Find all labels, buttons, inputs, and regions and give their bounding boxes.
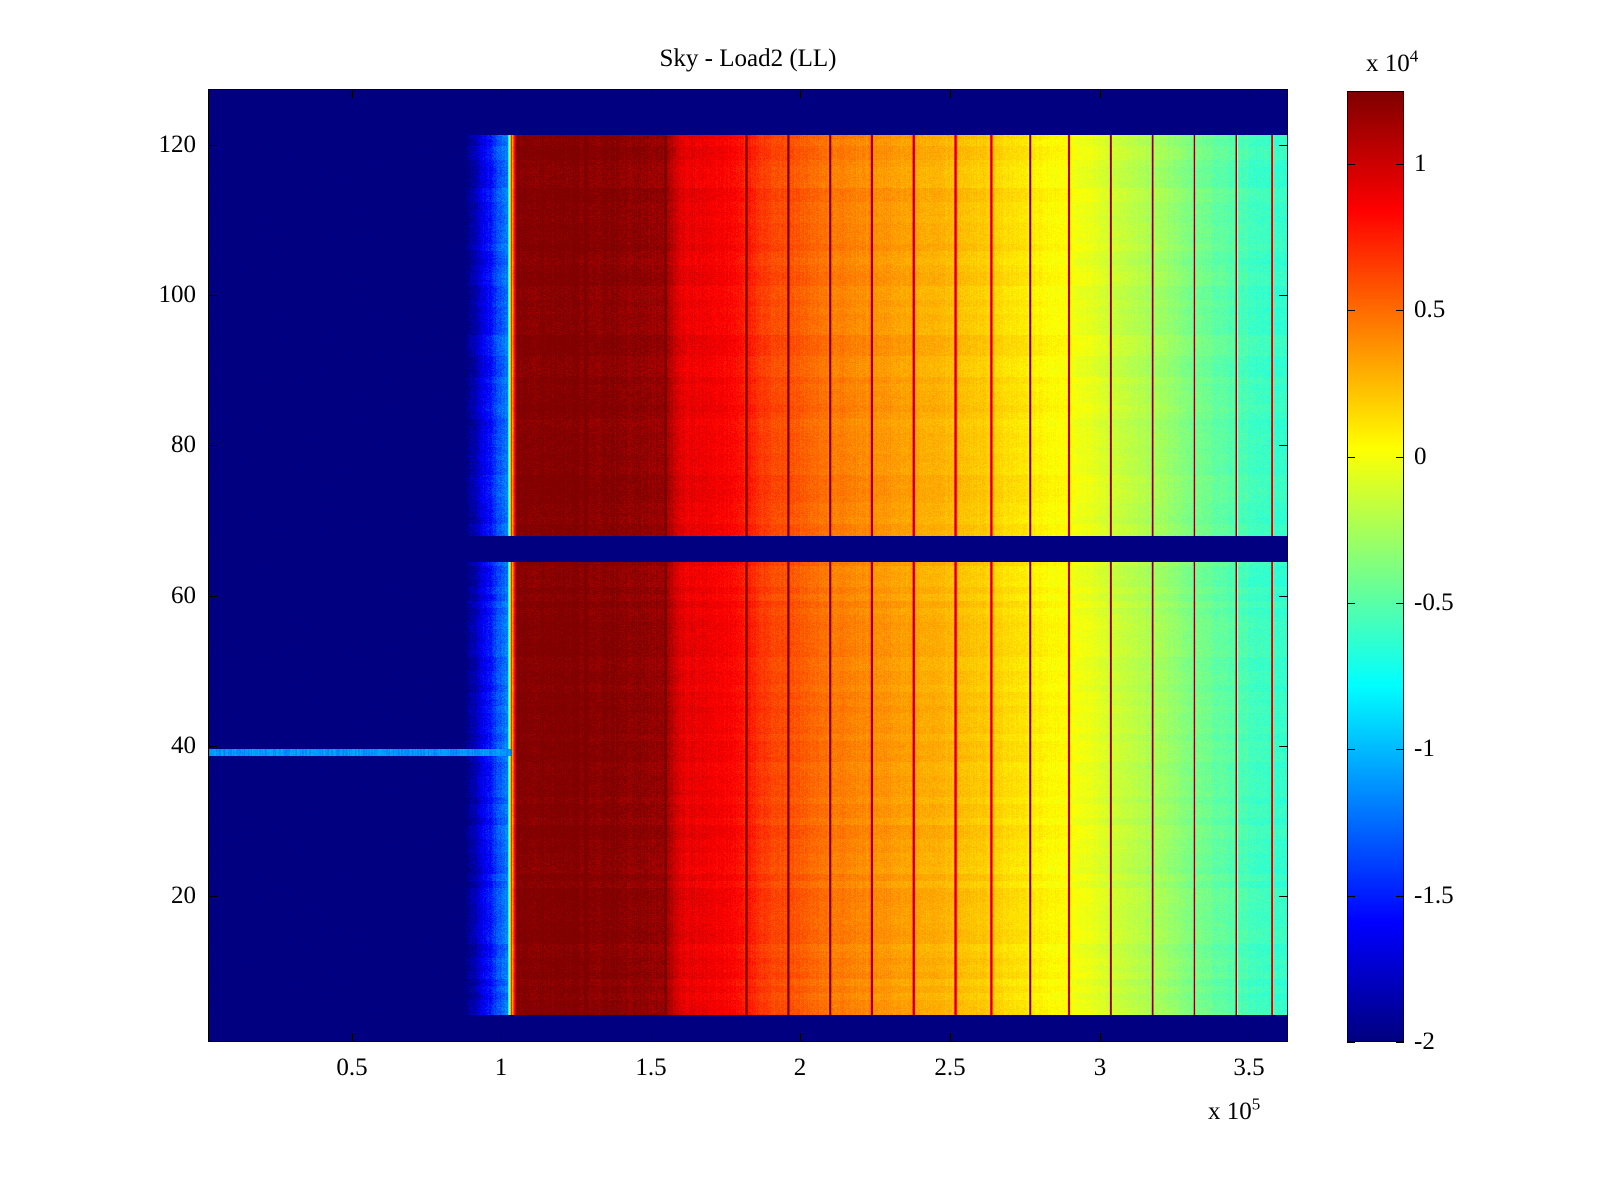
colorbar-tick-left <box>1347 457 1355 458</box>
colorbar-tick-right <box>1396 603 1404 604</box>
y-tick-label: 40 <box>171 732 196 759</box>
y-tick-left <box>208 295 217 296</box>
colorbar-tick-left <box>1347 310 1355 311</box>
x-tick-label: 2 <box>793 1054 807 1081</box>
x-tick-top <box>950 89 951 98</box>
y-tick-left <box>208 896 217 897</box>
page-title: Sky - Load2 (LL) <box>659 45 837 72</box>
colorbar-tick-label: -2 <box>1414 1028 1435 1055</box>
colorbar-tick-left <box>1347 749 1355 750</box>
y-tick-right <box>1279 295 1288 296</box>
y-tick-left <box>208 746 217 747</box>
colorbar-tick-right <box>1396 457 1404 458</box>
colorbar-tick-right <box>1396 164 1404 165</box>
x-axis-exponent-label: x 105 <box>1208 1094 1261 1126</box>
colorbar-tick-right <box>1396 749 1404 750</box>
x-tick-label: 2.5 <box>934 1054 966 1081</box>
colorbar[interactable] <box>1347 91 1404 1042</box>
colorbar-tick-label: 0.5 <box>1414 296 1446 323</box>
colorbar-tick-left <box>1347 896 1355 897</box>
x-tick-label: 3.5 <box>1233 1054 1265 1081</box>
x-tick-label: 1 <box>494 1054 508 1081</box>
y-tick-label: 60 <box>171 582 196 609</box>
x-tick-top <box>1249 89 1250 98</box>
y-tick-left <box>208 445 217 446</box>
colorbar-tick-left <box>1347 603 1355 604</box>
colorbar-exponent-label: x 104 <box>1366 46 1419 78</box>
x-tick-label: 1.5 <box>635 1054 667 1081</box>
y-tick-right <box>1279 596 1288 597</box>
x-tick-top <box>352 89 353 98</box>
colorbar-exponent-power: 4 <box>1409 46 1419 66</box>
heatmap-image <box>209 90 1287 1041</box>
colorbar-tick-left <box>1347 1042 1355 1043</box>
colorbar-tick-label: 0 <box>1414 443 1427 470</box>
x-tick-top <box>501 89 502 98</box>
colorbar-gradient <box>1348 92 1403 1041</box>
x-tick-top <box>1100 89 1101 98</box>
colorbar-tick-right <box>1396 310 1404 311</box>
x-exponent-mantissa: x 10 <box>1208 1098 1252 1125</box>
x-tick-bottom <box>950 1033 951 1042</box>
colorbar-tick-label: -1 <box>1414 735 1435 762</box>
y-tick-label: 120 <box>158 131 197 158</box>
x-tick-bottom <box>1249 1033 1250 1042</box>
colorbar-tick-label: 1 <box>1414 150 1427 177</box>
y-tick-right <box>1279 445 1288 446</box>
y-tick-label: 80 <box>171 431 196 458</box>
x-tick-top <box>651 89 652 98</box>
y-tick-label: 20 <box>171 882 196 909</box>
x-tick-bottom <box>501 1033 502 1042</box>
y-tick-label: 100 <box>158 281 197 308</box>
x-tick-top <box>800 89 801 98</box>
colorbar-tick-label: -0.5 <box>1414 589 1454 616</box>
x-tick-label: 0.5 <box>336 1054 368 1081</box>
colorbar-tick-right <box>1396 1042 1404 1043</box>
x-tick-bottom <box>651 1033 652 1042</box>
y-tick-right <box>1279 896 1288 897</box>
x-tick-label: 3 <box>1093 1054 1107 1081</box>
colorbar-exponent-mantissa: x 10 <box>1366 50 1410 77</box>
y-tick-left <box>208 596 217 597</box>
colorbar-tick-left <box>1347 164 1355 165</box>
colorbar-tick-right <box>1396 896 1404 897</box>
x-tick-bottom <box>800 1033 801 1042</box>
x-exponent-power: 5 <box>1251 1094 1261 1114</box>
colorbar-tick-label: -1.5 <box>1414 882 1454 909</box>
y-tick-right <box>1279 746 1288 747</box>
heatmap-axes[interactable] <box>208 89 1288 1042</box>
x-tick-bottom <box>1100 1033 1101 1042</box>
y-tick-right <box>1279 145 1288 146</box>
y-tick-left <box>208 145 217 146</box>
x-tick-bottom <box>352 1033 353 1042</box>
